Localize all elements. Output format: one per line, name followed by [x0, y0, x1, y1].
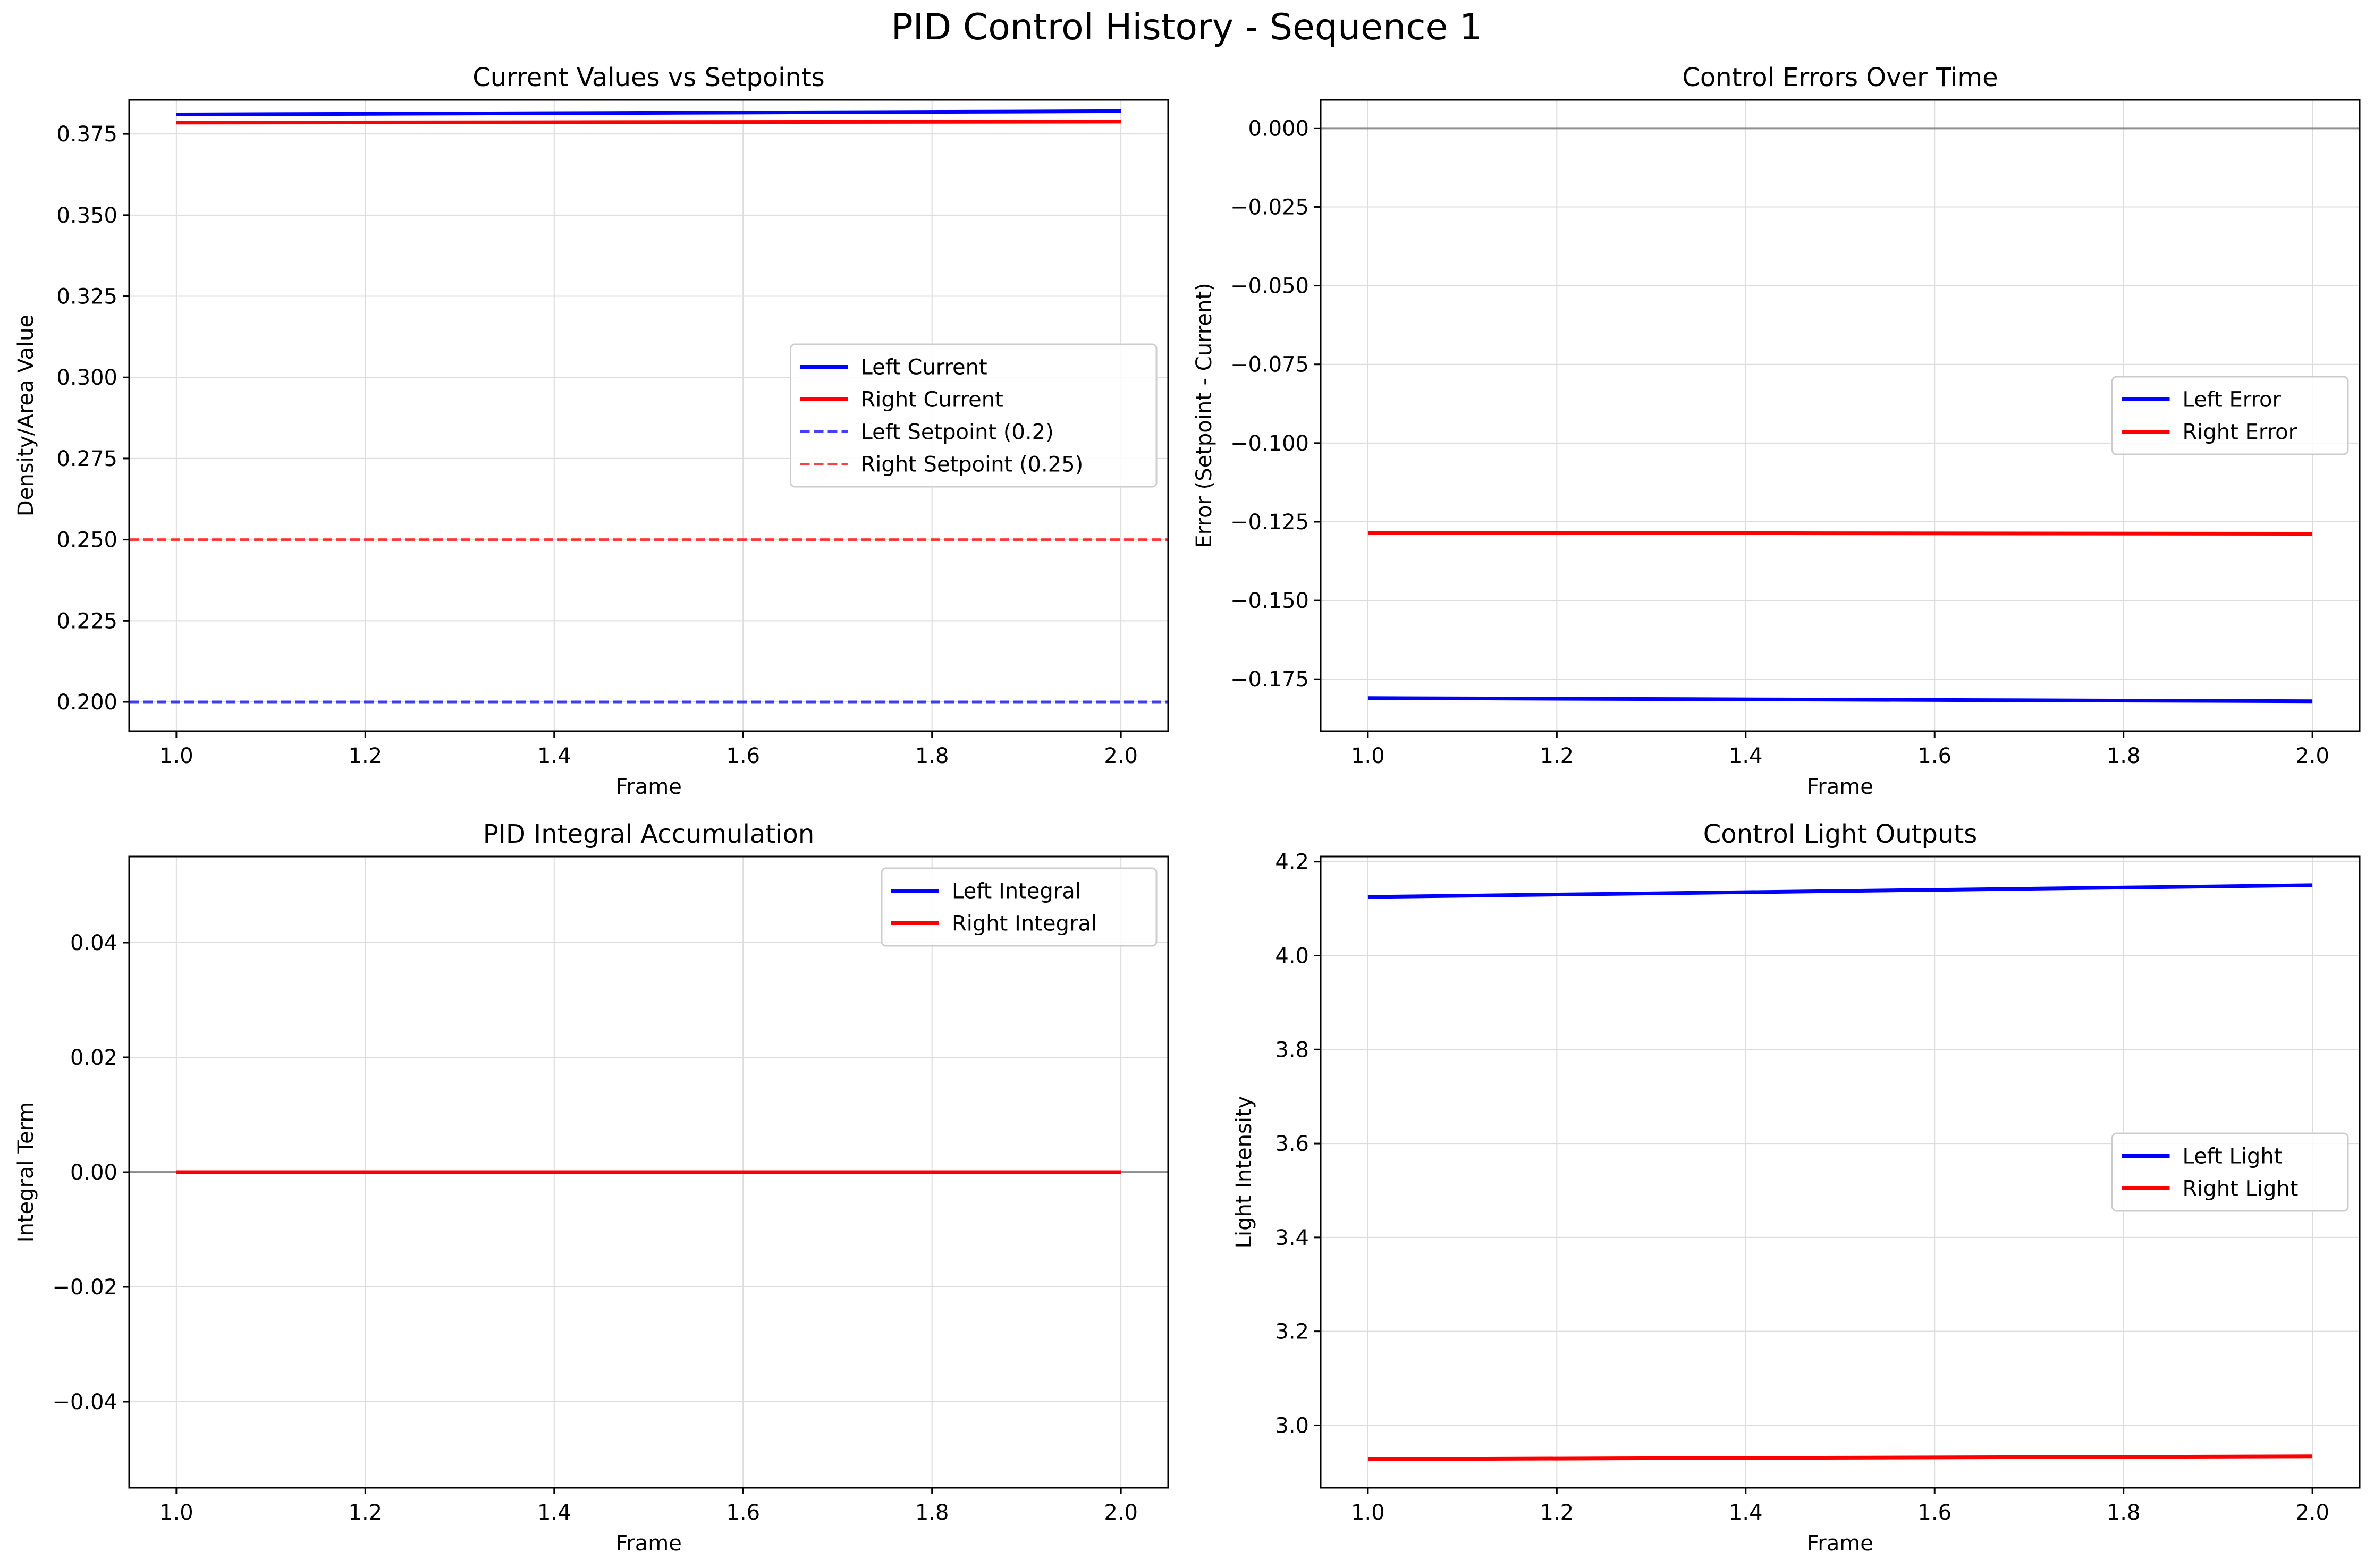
legend-box: [2111, 1132, 2349, 1212]
x-tick-label: 1.6: [1917, 1501, 1951, 1525]
legend-entry: Left Setpoint (0.2): [861, 420, 1054, 445]
legend-entry: Right Setpoint (0.25): [861, 453, 1084, 477]
y-tick-label: 0.375: [56, 122, 117, 147]
y-tick-label: 0.200: [56, 690, 117, 715]
legend: Left Light Right Light: [2111, 1132, 2349, 1212]
x-axis-label: Frame: [1807, 1531, 1873, 1556]
x-tick-label: 1.4: [537, 744, 571, 768]
x-tick-label: 1.0: [159, 744, 193, 768]
x-tick-label: 1.4: [537, 1501, 571, 1525]
series-line-left-current: [176, 109, 1121, 116]
x-tick-label: 1.2: [1540, 1501, 1574, 1525]
legend-entry: Left Error: [2183, 388, 2282, 412]
subplot-title: Control Errors Over Time: [1682, 63, 1998, 92]
y-tick-label: −0.125: [1230, 510, 1309, 535]
legend-box: [790, 343, 1158, 488]
x-tick-label: 1.4: [1729, 744, 1763, 768]
y-tick-label: 0.325: [56, 285, 117, 309]
x-tick-label: 1.4: [1729, 1501, 1763, 1525]
legend-entry: Left Current: [861, 355, 987, 380]
y-tick-label: −0.04: [52, 1390, 117, 1414]
legend-box: [881, 867, 1158, 947]
y-tick-label: 0.00: [70, 1160, 117, 1185]
y-tick-label: −0.150: [1230, 589, 1309, 613]
series-line-right-current: [176, 120, 1121, 125]
x-tick-label: 1.6: [1917, 744, 1951, 768]
legend: Left Current Right Current Left Setpoint (…: [790, 343, 1158, 488]
x-tick-label: 2.0: [1104, 744, 1138, 768]
y-tick-label: 0.04: [70, 931, 117, 955]
x-tick-label: 2.0: [2295, 1501, 2329, 1525]
chart-panel-3: 1.0 1.2 1.4 1.6 1.8 2.0 0.04 0.02 0.00 −0.02 −0.04…: [14, 819, 1169, 1556]
chart-panel-1: 1.0 1.2 1.4 1.6 1.8 2.0 0.200 0.225 0.250 0.275 0.…: [14, 63, 1169, 799]
y-tick-label: −0.175: [1230, 667, 1309, 692]
series-line-right-error: [1367, 531, 2313, 536]
figure-title: PID Control History - Sequence 1: [891, 6, 1482, 48]
legend-entry: Right Light: [2183, 1177, 2299, 1201]
axes-frame: [1320, 99, 2361, 732]
y-tick-label: 0.02: [70, 1046, 117, 1070]
x-tick-label: 1.8: [915, 1501, 949, 1525]
x-tick-label: 2.0: [2295, 744, 2329, 768]
x-tick-label: 1.6: [726, 1501, 760, 1525]
y-tick-label: −0.025: [1230, 195, 1309, 219]
legend-entry: Left Integral: [952, 879, 1081, 904]
x-tick-label: 1.0: [1351, 1501, 1385, 1525]
subplot-title: PID Integral Accumulation: [483, 819, 815, 849]
series-line-left-light: [1367, 883, 2313, 899]
y-axis-label: Error (Setpoint - Current): [1192, 283, 1216, 548]
chart-panel-2: 1.0 1.2 1.4 1.6 1.8 2.0 0.000 −0.025 −0.050 −0.07…: [1192, 63, 2361, 799]
x-tick-label: 1.8: [915, 744, 949, 768]
y-axis-label: Integral Term: [14, 1102, 38, 1243]
x-tick-label: 1.2: [349, 1501, 383, 1525]
series-line-left-error: [1367, 696, 2313, 704]
series-line-right-light: [1367, 1454, 2313, 1461]
y-tick-label: −0.100: [1230, 431, 1309, 456]
y-tick-label: 0.275: [56, 447, 117, 471]
y-axis-label: Light Intensity: [1232, 1096, 1256, 1249]
axes-frame: [128, 99, 1169, 732]
y-tick-label: 0.250: [56, 528, 117, 553]
y-tick-label: 0.350: [56, 204, 117, 228]
y-tick-label: 0.000: [1248, 116, 1309, 141]
y-axis-label: Density/Area Value: [14, 315, 38, 516]
y-tick-label: 4.2: [1275, 850, 1309, 875]
x-tick-label: 1.8: [2107, 744, 2141, 768]
subplot-title: Current Values vs Setpoints: [472, 63, 825, 92]
axes-frame: [1320, 855, 2361, 1489]
x-axis-label: Frame: [615, 1531, 682, 1556]
x-axis-label: Frame: [615, 775, 682, 799]
y-tick-label: 4.0: [1275, 944, 1309, 969]
subplot-title: Control Light Outputs: [1703, 819, 1978, 849]
x-axis-label: Frame: [1807, 775, 1873, 799]
x-tick-label: 1.2: [349, 744, 383, 768]
legend-entry: Right Integral: [952, 912, 1097, 936]
x-tick-label: 2.0: [1104, 1501, 1138, 1525]
x-tick-label: 1.8: [2107, 1501, 2141, 1525]
y-tick-label: 3.0: [1275, 1413, 1309, 1438]
y-tick-label: −0.02: [52, 1275, 117, 1300]
y-tick-label: 3.8: [1275, 1038, 1309, 1062]
y-tick-label: −0.050: [1230, 274, 1309, 299]
x-tick-label: 1.0: [159, 1501, 193, 1525]
y-tick-label: 3.2: [1275, 1320, 1309, 1344]
y-tick-label: −0.075: [1230, 353, 1309, 377]
y-tick-label: 0.225: [56, 609, 117, 633]
x-tick-label: 1.2: [1540, 744, 1574, 768]
legend-entry: Left Light: [2183, 1145, 2283, 1169]
legend: Left Integral Right Integral: [881, 867, 1158, 947]
x-tick-label: 1.0: [1351, 744, 1385, 768]
chart-panel-4: 1.0 1.2 1.4 1.6 1.8 2.0 4.2 4.0 3.8 3.6 3.4 3.2 3.0 C…: [1232, 819, 2361, 1556]
legend-entry: Right Error: [2183, 420, 2297, 445]
y-tick-label: 3.6: [1275, 1132, 1309, 1156]
legend: Left Error Right Error: [2111, 376, 2349, 455]
x-tick-label: 1.6: [726, 744, 760, 768]
y-tick-label: 0.300: [56, 366, 117, 390]
y-tick-label: 3.4: [1275, 1226, 1309, 1250]
legend-entry: Right Current: [861, 388, 1003, 412]
legend-box: [2111, 376, 2349, 455]
